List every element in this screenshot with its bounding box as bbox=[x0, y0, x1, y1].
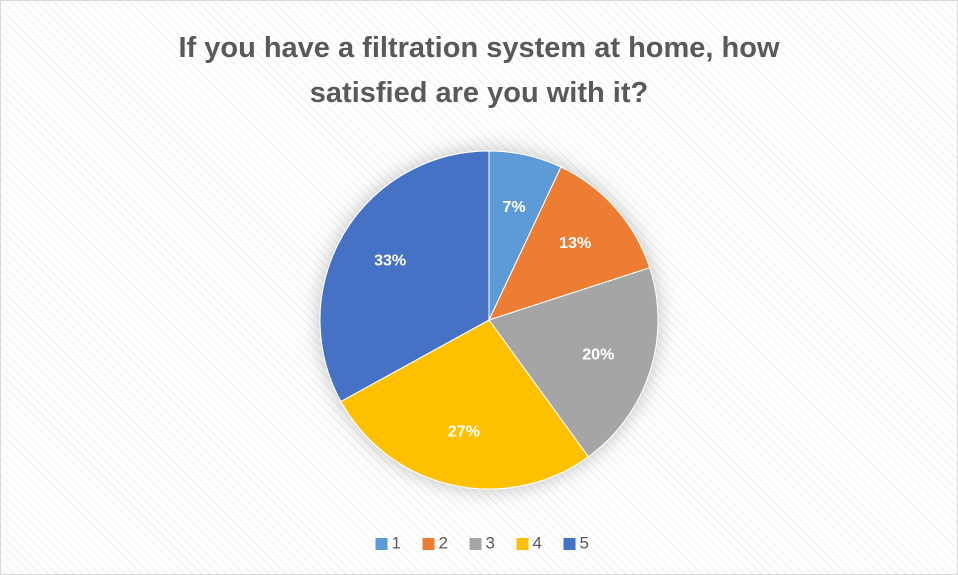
pie-slice bbox=[488, 267, 659, 458]
legend-label: 1 bbox=[392, 533, 401, 552]
legend-swatch bbox=[375, 538, 388, 550]
data-label: 7% bbox=[503, 199, 526, 216]
legend-label: 5 bbox=[580, 533, 589, 552]
legend-swatch bbox=[563, 538, 576, 550]
pie-slice bbox=[319, 150, 490, 403]
legend-label: 2 bbox=[439, 533, 448, 552]
legend-label: 4 bbox=[533, 533, 542, 552]
legend-swatch bbox=[469, 538, 482, 550]
data-label: 13% bbox=[559, 235, 591, 252]
legend-swatch bbox=[422, 538, 435, 550]
pie-slice bbox=[340, 319, 590, 490]
data-label: 33% bbox=[374, 253, 406, 270]
pie bbox=[319, 150, 659, 490]
data-label: 20% bbox=[582, 347, 614, 364]
chart-title: If you have a filtration system at home,… bbox=[178, 32, 780, 109]
legend-label: 3 bbox=[486, 533, 495, 552]
pie-slice bbox=[488, 166, 651, 321]
legend-swatch bbox=[516, 538, 529, 550]
data-label: 27% bbox=[448, 423, 480, 440]
